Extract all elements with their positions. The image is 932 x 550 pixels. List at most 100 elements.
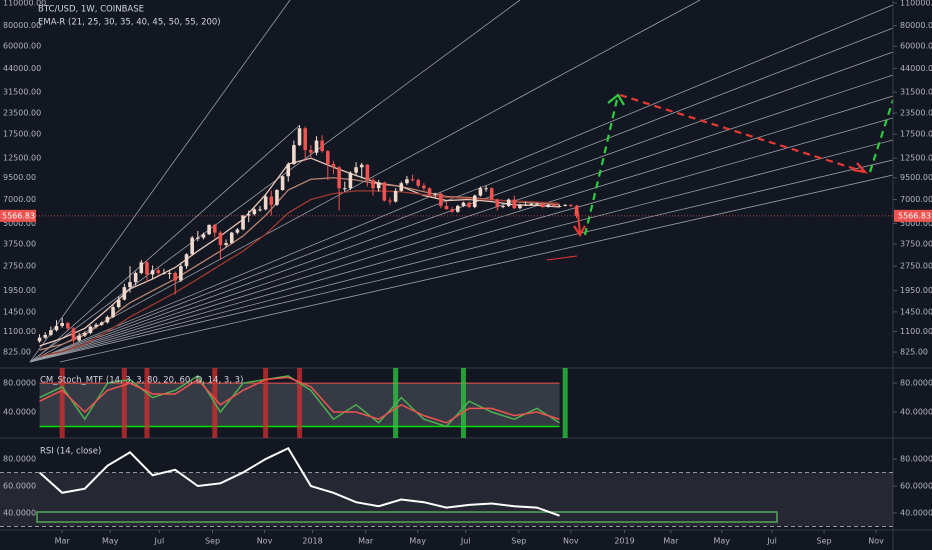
candle-body	[269, 196, 274, 205]
y-tick-label: 80.0000	[900, 455, 932, 464]
stoch-line	[39, 376, 560, 424]
candle-body	[467, 202, 471, 208]
stoch-signal	[121, 368, 127, 438]
candle-body	[501, 205, 505, 208]
x-tick-label: Jul	[766, 537, 777, 546]
candle-body	[569, 204, 573, 206]
arrow-head	[607, 93, 625, 106]
candle-body	[156, 270, 161, 273]
candle-body	[99, 322, 104, 325]
y-tick-label: 80.0000	[3, 379, 36, 388]
candle-body	[286, 164, 291, 177]
candle-body	[529, 203, 534, 205]
candle-body	[252, 209, 257, 215]
fan-line	[39, 124, 301, 356]
rsi-label: RSI (14, close)	[40, 447, 101, 457]
y-tick-label: 825.00	[900, 348, 928, 357]
y-tick-label: 5000.00	[3, 219, 36, 228]
candle-body	[190, 237, 194, 255]
y-tick-label: 825.00	[3, 348, 31, 357]
candle-body	[60, 323, 64, 326]
y-tick-label: 60.0000	[900, 482, 932, 491]
candle-body	[552, 204, 556, 206]
y-tick-label: 5000.00	[900, 219, 932, 228]
candle-body	[128, 282, 132, 288]
y-tick-label: 80000.00	[3, 21, 41, 30]
candle-body	[94, 324, 98, 327]
x-tick-label: May	[102, 537, 119, 546]
last-price-label: 5566.83	[2, 211, 35, 220]
candle-body	[207, 224, 211, 235]
fan-lines	[29, 0, 894, 363]
rsi-zone	[36, 511, 778, 523]
x-tick-label: Sep	[817, 537, 832, 546]
candle-body	[246, 214, 251, 216]
x-tick-label: Jul	[154, 537, 165, 546]
candle-body	[49, 330, 53, 335]
candle-body	[359, 164, 364, 168]
last-price-label: 5566.83	[898, 211, 931, 220]
candle-body	[320, 140, 324, 152]
candle-body	[495, 199, 500, 208]
candle-body	[557, 205, 562, 207]
candle-body	[201, 234, 206, 238]
candle-body	[444, 205, 449, 210]
candle-body	[71, 328, 76, 341]
candle-body	[456, 205, 460, 212]
y-tick-label: 3750.00	[900, 240, 932, 249]
y-tick-label: 60000.00	[3, 42, 41, 51]
x-tick-label: May	[713, 537, 730, 546]
candle-body	[433, 193, 437, 195]
candle-body	[111, 307, 115, 317]
red-mark	[546, 255, 578, 261]
candle-body	[43, 334, 48, 338]
y-tick-label: 23500.00	[3, 109, 41, 118]
chart-title: BTC/USD, 1W, COINBASE	[38, 5, 144, 15]
y-tick-label: 7000.00	[3, 195, 36, 204]
candle-body	[416, 180, 421, 186]
candle-body	[167, 272, 172, 274]
fan-line	[29, 0, 291, 363]
y-tick-label: 3750.00	[3, 240, 36, 249]
fan-line	[29, 27, 894, 363]
candle-body	[489, 188, 494, 200]
fan-line	[29, 4, 894, 363]
y-tick-label: 1950.00	[3, 286, 36, 295]
candle-body	[393, 190, 398, 202]
candle-body	[122, 287, 127, 300]
candle-body	[258, 209, 262, 211]
green-arrow	[868, 99, 895, 173]
candle-body	[150, 270, 155, 275]
candle-body	[184, 254, 189, 267]
y-tick-label: 12500.00	[900, 154, 932, 163]
candle-body	[37, 337, 42, 342]
last-price-box	[894, 209, 932, 222]
green-arrow	[583, 94, 620, 236]
stoch-signal	[562, 368, 568, 438]
y-tick-label: 31500.00	[3, 88, 41, 97]
stoch-signal	[263, 368, 269, 438]
y-tick-label: 17500.00	[3, 130, 41, 139]
x-tick-label: Nov	[257, 537, 273, 546]
y-tick-label: 1100.00	[900, 327, 932, 336]
candle-body	[354, 167, 358, 173]
candle-body	[173, 272, 178, 281]
ema-line	[39, 177, 560, 351]
arrow-head	[852, 162, 868, 174]
candle-body	[241, 215, 245, 230]
y-tick-label: 17500.00	[900, 130, 932, 139]
candle-body	[512, 199, 517, 209]
candle-body	[212, 224, 217, 233]
candle-body	[371, 180, 375, 189]
y-tick-label: 7000.00	[900, 195, 932, 204]
y-tick-label: 2750.00	[900, 262, 932, 271]
candle-body	[461, 202, 466, 206]
x-tick-label: 2019	[614, 537, 634, 546]
candle-body	[179, 266, 183, 281]
candle-body	[224, 243, 228, 246]
y-tick-label: 9500.00	[3, 173, 36, 182]
candle-body	[518, 204, 522, 209]
candle-body	[376, 182, 381, 189]
candle-body	[326, 151, 330, 165]
